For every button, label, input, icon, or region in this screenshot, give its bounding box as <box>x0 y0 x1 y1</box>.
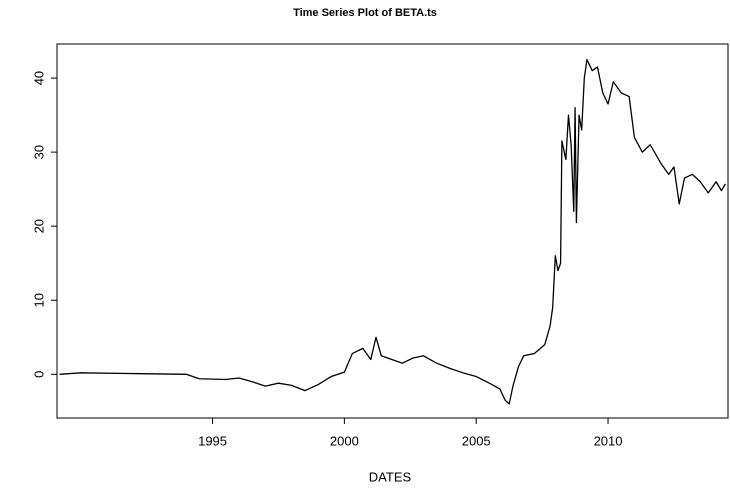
x-axis-label: DATES <box>369 469 412 484</box>
x-tick-label: 1995 <box>198 433 227 448</box>
y-tick-label: 40 <box>31 71 46 85</box>
x-tick-label: 2010 <box>594 433 623 448</box>
x-tick-label: 2000 <box>330 433 359 448</box>
x-tick-label: 2005 <box>462 433 491 448</box>
y-tick-label: 20 <box>31 219 46 233</box>
y-tick-label: 30 <box>31 145 46 159</box>
chart-title: Time Series Plot of BETA.ts <box>293 7 437 19</box>
series-line <box>59 58 726 405</box>
plot-box <box>56 43 729 419</box>
y-tick-label: 0 <box>31 371 46 378</box>
y-tick-label: 10 <box>31 293 46 307</box>
